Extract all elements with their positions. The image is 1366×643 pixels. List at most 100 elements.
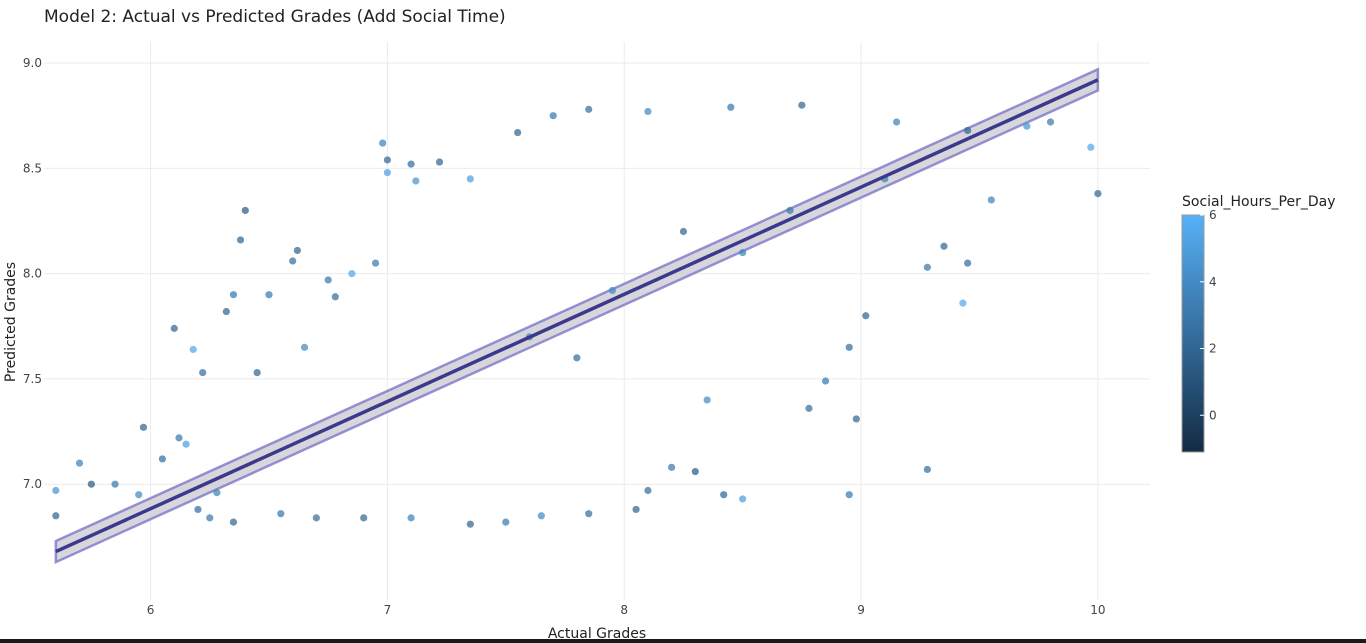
data-point <box>691 467 699 476</box>
y-tick-label: 8.0 <box>23 267 42 281</box>
data-point <box>213 489 221 497</box>
data-point <box>293 246 302 255</box>
data-point <box>170 324 178 332</box>
data-point <box>75 459 84 467</box>
x-tick-label: 6 <box>147 603 155 617</box>
data-point <box>703 396 711 404</box>
data-point <box>632 505 640 514</box>
data-point <box>407 514 415 522</box>
data-point <box>668 463 676 471</box>
y-tick-label: 7.0 <box>23 477 42 491</box>
data-point <box>549 112 557 120</box>
data-point <box>644 107 652 116</box>
data-point <box>1023 122 1031 130</box>
x-axis-title: Actual Grades <box>548 626 646 642</box>
y-axis-ticks: 7.0 7.5 8.0 8.5 9.0 <box>23 56 42 491</box>
chart-title: Model 2: Actual vs Predicted Grades (Add… <box>44 7 506 27</box>
data-point <box>383 156 392 164</box>
data-point <box>158 455 167 463</box>
y-axis-title: Predicted Grades <box>3 262 19 382</box>
data-point <box>52 512 60 520</box>
x-tick-label: 7 <box>384 603 392 617</box>
data-point <box>585 510 593 518</box>
colorbar-tick-label: 2 <box>1209 342 1217 356</box>
data-point <box>412 177 420 185</box>
data-point <box>182 440 190 448</box>
data-point <box>229 291 238 299</box>
data-point <box>959 299 967 307</box>
data-point <box>845 343 853 351</box>
data-point <box>206 514 214 522</box>
data-point <box>222 307 230 316</box>
data-point <box>821 377 830 385</box>
data-point <box>923 263 931 271</box>
scatter-points <box>52 101 1102 528</box>
y-tick-label: 7.5 <box>23 372 42 386</box>
data-point <box>608 286 616 295</box>
data-point <box>87 480 95 488</box>
y-tick-label: 9.0 <box>23 56 42 70</box>
data-point <box>139 423 148 431</box>
data-point <box>331 293 339 301</box>
data-point <box>940 242 948 250</box>
data-point <box>265 291 273 299</box>
data-point <box>379 139 387 147</box>
data-point <box>466 520 474 528</box>
data-point <box>644 486 652 495</box>
data-point <box>845 491 853 499</box>
data-point <box>435 158 444 166</box>
data-point <box>348 270 356 278</box>
data-point <box>573 354 581 362</box>
data-point <box>1087 143 1095 151</box>
colorbar-ticks: 0 2 4 6 <box>1200 208 1217 422</box>
data-point <box>1046 118 1055 126</box>
data-point <box>289 257 297 265</box>
data-point <box>111 480 119 488</box>
data-point <box>537 512 545 520</box>
x-tick-label: 9 <box>857 603 865 617</box>
data-point <box>371 259 380 267</box>
data-point <box>241 206 249 215</box>
data-point <box>514 128 522 137</box>
data-point <box>727 103 735 111</box>
data-point <box>987 196 995 204</box>
window-bottom-edge <box>0 639 1366 643</box>
data-point <box>852 415 860 423</box>
data-point <box>199 368 207 377</box>
colorbar-tick-label: 6 <box>1209 208 1217 222</box>
data-point <box>175 434 183 442</box>
data-point <box>466 175 474 183</box>
colorbar-tick-label: 4 <box>1209 275 1217 289</box>
data-point <box>964 259 972 267</box>
data-point <box>1094 190 1102 198</box>
data-point <box>720 491 728 499</box>
data-point <box>324 276 332 284</box>
data-point <box>923 465 931 474</box>
data-point <box>862 312 870 320</box>
data-point <box>679 227 688 236</box>
data-point <box>964 126 972 135</box>
data-point <box>360 514 368 522</box>
data-point <box>407 160 415 168</box>
data-point <box>786 206 794 215</box>
data-point <box>135 491 143 499</box>
data-point <box>798 101 806 109</box>
data-point <box>189 345 197 354</box>
colorbar-title: Social_Hours_Per_Day <box>1182 194 1335 210</box>
regression-line <box>55 78 1099 554</box>
data-point <box>739 495 747 503</box>
x-tick-label: 8 <box>620 603 628 617</box>
data-point <box>312 514 320 522</box>
fit-line <box>55 78 1099 554</box>
data-point <box>805 404 813 412</box>
x-axis-ticks: 6 7 8 9 10 <box>147 603 1106 617</box>
data-point <box>383 168 392 177</box>
data-point <box>236 236 245 244</box>
data-point <box>277 510 285 518</box>
data-point <box>229 518 238 526</box>
data-point <box>253 368 261 377</box>
colorbar-tick-label: 0 <box>1209 408 1217 422</box>
data-point <box>52 486 60 495</box>
data-point <box>585 105 593 113</box>
